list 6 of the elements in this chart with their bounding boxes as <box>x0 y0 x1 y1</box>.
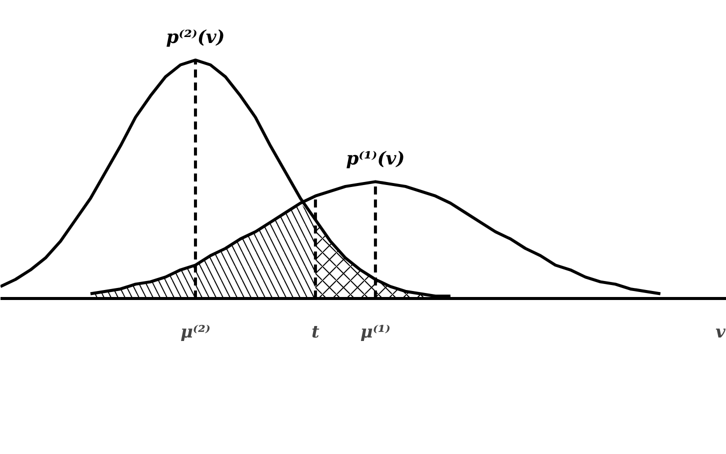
series-label: p⁽¹⁾(v) <box>346 148 405 170</box>
x-tick-label: t <box>312 322 320 342</box>
x-tick-label: μ⁽¹⁾ <box>360 322 390 342</box>
series-label: p⁽²⁾(v) <box>166 27 225 48</box>
x-tick-label: v <box>715 322 726 342</box>
x-tick-label: μ⁽²⁾ <box>180 322 210 342</box>
